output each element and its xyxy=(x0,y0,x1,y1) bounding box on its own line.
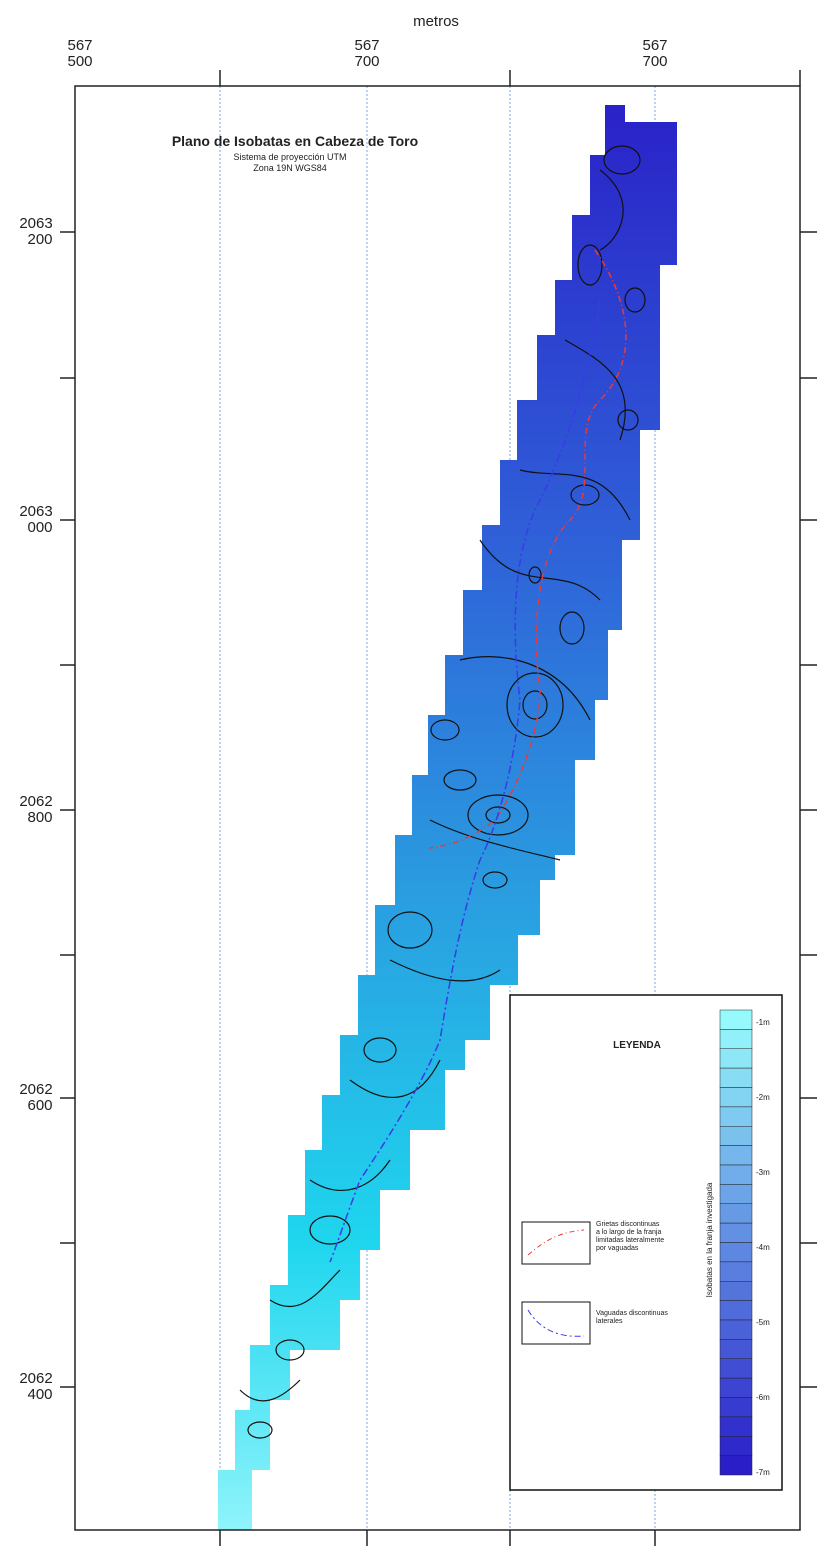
colorbar-band xyxy=(720,1243,752,1262)
y-tick-label: 600 xyxy=(27,1097,52,1114)
map: metros 567500567700567700 20632002063000… xyxy=(0,0,817,1549)
colorbar-band xyxy=(720,1320,752,1339)
legend-label: Vaguadas discontinuas xyxy=(596,1310,668,1317)
y-tick-label: 000 xyxy=(27,519,52,536)
axis-title: metros xyxy=(413,13,459,30)
colorbar-band xyxy=(720,1107,752,1126)
subtitle: Sistema de proyección UTM xyxy=(233,152,346,162)
y-tick-label: 2063 xyxy=(19,503,52,520)
y-tick-label: 800 xyxy=(27,809,52,826)
colorbar-label: -7m xyxy=(756,1468,770,1477)
colorbar-band xyxy=(720,1184,752,1203)
colorbar-band xyxy=(720,1049,752,1068)
colorbar-band xyxy=(720,1165,752,1184)
colorbar-band xyxy=(720,1281,752,1300)
y-tick-label: 2063 xyxy=(19,215,52,232)
colorbar-label: -1m xyxy=(756,1018,770,1027)
x-tick-label: 567 xyxy=(67,37,92,54)
page: Plano de Isobatas {"axis_title":"metros"… xyxy=(0,0,817,1549)
colorbar-band xyxy=(720,1417,752,1436)
colorbar-band xyxy=(720,1088,752,1107)
legend-label: limitadas lateralmente xyxy=(596,1237,664,1244)
map-title: Plano de Isobatas en Cabeza de Toro xyxy=(172,133,418,149)
colorbar-band xyxy=(720,1436,752,1455)
y-tick-label: 200 xyxy=(27,231,52,248)
colorbar-label: -6m xyxy=(756,1393,770,1402)
colorbar-band xyxy=(720,1029,752,1048)
colorbar-title: Isobatas en la franja investigada xyxy=(705,1182,714,1297)
body: metros 567500567700567700 20632002063000… xyxy=(0,0,817,1549)
legend-label: laterales xyxy=(596,1318,623,1325)
y-tick-label: 2062 xyxy=(19,793,52,810)
colorbar-band xyxy=(720,1456,752,1475)
legend-title: LEYENDA xyxy=(613,1040,661,1051)
colorbar-band xyxy=(720,1010,752,1029)
colorbar-band xyxy=(720,1262,752,1281)
colorbar-band xyxy=(720,1398,752,1417)
subtitle: Zona 19N WGS84 xyxy=(253,163,327,173)
x-tick-label: 567 xyxy=(642,37,667,54)
legend-label: Grietas discontinuas xyxy=(596,1221,660,1228)
y-tick-label: 2062 xyxy=(19,1081,52,1098)
colorbar-label: -3m xyxy=(756,1168,770,1177)
y-tick-label: 400 xyxy=(27,1386,52,1403)
legend-label: a lo largo de la franja xyxy=(596,1229,661,1236)
x-tick-label: 500 xyxy=(67,53,92,70)
colorbar-band xyxy=(720,1126,752,1145)
colorbar-band xyxy=(720,1146,752,1165)
colorbar-band xyxy=(720,1068,752,1087)
x-tick-label: 700 xyxy=(642,53,667,70)
colorbar-band xyxy=(720,1204,752,1223)
colorbar-band xyxy=(720,1359,752,1378)
colorbar-band xyxy=(720,1378,752,1397)
colorbar-band xyxy=(720,1223,752,1242)
colorbar-label: -4m xyxy=(756,1243,770,1252)
colorbar-band xyxy=(720,1339,752,1358)
colorbar-label: -2m xyxy=(756,1093,770,1102)
x-tick-label: 700 xyxy=(354,53,379,70)
y-tick-label: 2062 xyxy=(19,1370,52,1387)
colorbar-band xyxy=(720,1301,752,1320)
colorbar-label: -5m xyxy=(756,1318,770,1327)
legend-label: por vaguadas xyxy=(596,1245,639,1252)
x-tick-label: 567 xyxy=(354,37,379,54)
